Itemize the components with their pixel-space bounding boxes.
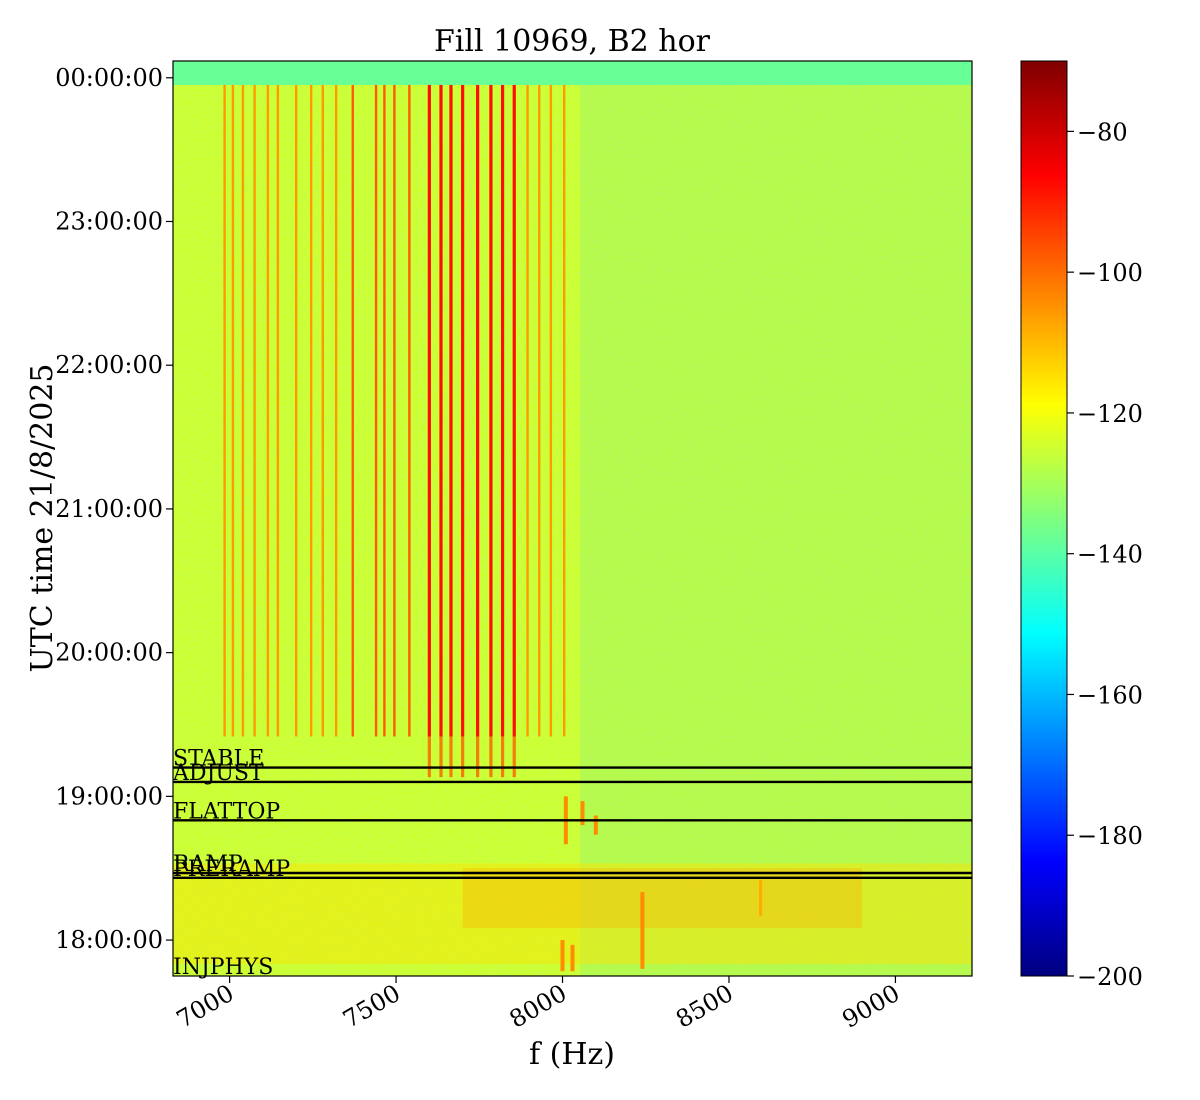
beam-mode-label: STABLE bbox=[173, 747, 264, 772]
harmonic-line bbox=[374, 84, 378, 737]
harmonic-line bbox=[562, 84, 566, 737]
harmonic-line bbox=[321, 84, 325, 737]
harmonic-line bbox=[294, 84, 298, 737]
harmonic-line bbox=[223, 84, 226, 737]
harmonic-line bbox=[489, 84, 493, 737]
harmonic-line bbox=[334, 84, 338, 737]
y-tick-label: 18:00:00 bbox=[55, 926, 163, 954]
harmonic-line bbox=[393, 84, 396, 737]
beam-mode-label: RAMP bbox=[173, 852, 243, 877]
harmonic-line bbox=[512, 84, 516, 737]
y-tick-label: 20:00:00 bbox=[55, 639, 163, 667]
harmonic-line bbox=[500, 84, 505, 737]
harmonic-line-tail bbox=[461, 736, 465, 778]
colorbar-tick-label: −140 bbox=[1077, 541, 1143, 569]
spectrogram-marks bbox=[173, 61, 972, 972]
spectrogram-high-freq-fade bbox=[580, 61, 972, 976]
beam-mode-marker: FLATTOP bbox=[173, 799, 972, 824]
beam-mode-marker: STABLE bbox=[173, 747, 972, 772]
beam-mode-label: PRERAMP bbox=[173, 857, 290, 882]
harmonic-line bbox=[538, 84, 541, 737]
harmonic-line bbox=[427, 84, 431, 737]
beam-mode-marker: RAMP bbox=[173, 852, 972, 877]
beam-mode-label: INJPHYS bbox=[173, 955, 273, 980]
y-tick-label: 23:00:00 bbox=[55, 207, 163, 235]
beam-mode-marker: PRERAMP bbox=[173, 857, 972, 882]
harmonic-line bbox=[476, 84, 480, 737]
chart-title: Fill 10969, B2 hor bbox=[434, 24, 711, 59]
y-tick-label: 19:00:00 bbox=[55, 782, 163, 810]
colorbar-tick-label: −160 bbox=[1077, 681, 1143, 709]
harmonic-line bbox=[383, 84, 386, 737]
beam-mode-marker: ADJUST bbox=[172, 761, 972, 786]
colorbar-axis: −200 −180 −160 −140 −120 −100 −80 bbox=[1067, 118, 1143, 991]
harmonic-line bbox=[351, 84, 354, 737]
transient-line bbox=[570, 944, 575, 972]
plot-frame bbox=[172, 60, 973, 977]
transient-line bbox=[560, 940, 565, 972]
colorbar-tick-label: −180 bbox=[1077, 822, 1143, 850]
harmonic-line-tail bbox=[512, 736, 516, 778]
harmonic-line bbox=[266, 84, 270, 737]
x-tick-label: 7500 bbox=[338, 979, 405, 1034]
transient-line bbox=[640, 892, 645, 969]
spectrogram-grain bbox=[173, 61, 972, 976]
harmonic-line bbox=[309, 84, 313, 737]
harmonic-line bbox=[549, 84, 553, 737]
colorbar bbox=[1020, 60, 1068, 977]
plot-area bbox=[173, 61, 972, 976]
colorbar-tick-label: −200 bbox=[1077, 963, 1143, 991]
x-tick-label: 8500 bbox=[671, 979, 738, 1034]
harmonic-line bbox=[241, 84, 245, 737]
y-axis-label: UTC time 21/8/2025 bbox=[25, 364, 60, 673]
harmonic-line-tail bbox=[427, 736, 431, 778]
x-tick-label: 7000 bbox=[172, 979, 239, 1034]
harmonic-line-tail bbox=[449, 736, 453, 778]
beam-mode-label: ADJUST bbox=[172, 761, 264, 786]
harmonic-line bbox=[439, 84, 443, 737]
harmonic-line bbox=[231, 84, 235, 737]
transient-line bbox=[759, 880, 763, 917]
harmonic-line-tail bbox=[439, 736, 443, 778]
harmonic-line bbox=[461, 84, 465, 737]
harmonic-line-tail bbox=[489, 736, 493, 778]
y-tick-label: 21:00:00 bbox=[55, 495, 163, 523]
colorbar-tick-label: −120 bbox=[1077, 400, 1143, 428]
x-axis: 7000 7500 8000 8500 9000 bbox=[172, 976, 905, 1034]
x-axis-label: f (Hz) bbox=[529, 1037, 615, 1072]
harmonic-line-tail bbox=[476, 736, 480, 778]
quiet-band bbox=[173, 61, 972, 85]
x-tick-label: 8000 bbox=[505, 979, 572, 1034]
beam-mode-marker: INJPHYS bbox=[173, 955, 273, 980]
transient-line bbox=[580, 801, 585, 826]
transient-line bbox=[593, 815, 598, 835]
beam-mode-label: FLATTOP bbox=[173, 799, 280, 824]
y-tick-label: 22:00:00 bbox=[55, 351, 163, 379]
harmonic-line bbox=[449, 84, 453, 737]
harmonic-line-tail bbox=[500, 736, 505, 778]
harmonic-line bbox=[276, 84, 280, 737]
colorbar-tick-label: −100 bbox=[1077, 259, 1143, 287]
harmonic-line bbox=[408, 84, 411, 737]
harmonic-line bbox=[526, 84, 529, 737]
y-axis: 18:00:00 19:00:00 20:00:00 21:00:00 22:00:00… bbox=[55, 64, 173, 954]
harmonic-line bbox=[253, 84, 256, 737]
y-tick-label: 00:00:00 bbox=[55, 64, 163, 92]
colorbar-tick-label: −80 bbox=[1077, 118, 1128, 146]
x-tick-label: 9000 bbox=[838, 979, 905, 1034]
